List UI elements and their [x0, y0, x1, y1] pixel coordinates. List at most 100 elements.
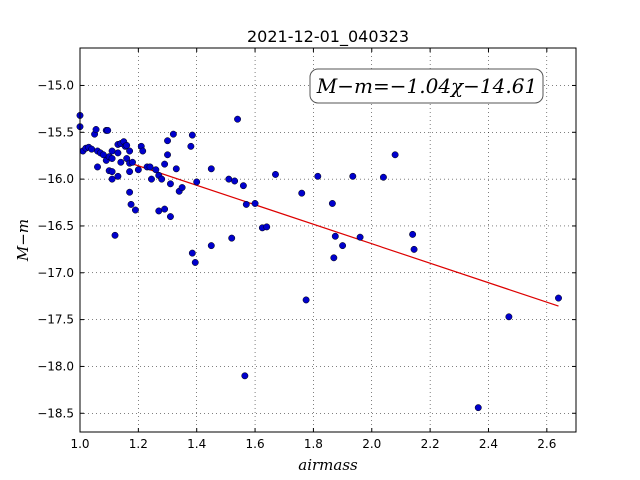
data-point [314, 172, 322, 180]
y-tick-label: −15.5 [37, 125, 74, 139]
data-point [231, 177, 239, 185]
plot-frame [79, 47, 577, 433]
data-point [108, 175, 116, 183]
x-tick-label: 1.0 [70, 437, 89, 451]
data-point [188, 249, 196, 257]
data-point [239, 182, 247, 190]
data-point [234, 115, 242, 123]
data-point [272, 170, 279, 178]
data-point [242, 200, 250, 208]
data-point [158, 175, 166, 183]
data-point [114, 172, 122, 180]
data-point [330, 254, 338, 262]
fit-line-layer [132, 163, 559, 307]
data-point [505, 313, 513, 321]
y-tick-label: −16.0 [37, 172, 74, 186]
data-point [164, 137, 171, 145]
data-point [164, 151, 171, 159]
y-tick-label: −16.5 [37, 219, 74, 233]
y-tick-labels: −15.0 −15.5 −16.0 −16.5 −17.0 −17.5 −18.0 −18.5 [37, 78, 74, 420]
x-axis-label: airmass [298, 456, 358, 474]
data-point [187, 142, 195, 150]
data-point [298, 189, 306, 197]
x-tick-labels: 1.0 1.2 1.4 1.6 1.8 2.0 2.2 2.4 2.6 [70, 437, 556, 451]
data-point [146, 163, 154, 171]
grid [79, 48, 576, 432]
data-point [356, 233, 364, 241]
y-tick-label: −18.0 [37, 359, 74, 373]
data-point [188, 131, 196, 139]
data-point [555, 294, 562, 302]
data-point [155, 207, 163, 215]
x-tick-label: 2.4 [479, 437, 498, 451]
y-axis-label: M−m [14, 219, 32, 262]
data-point [193, 178, 201, 186]
data-point [108, 155, 116, 162]
data-point [88, 145, 96, 153]
data-point [228, 234, 236, 242]
data-point [127, 200, 135, 208]
fit-annotation: M−m=−1.04χ−14.61 [309, 68, 544, 104]
data-points [76, 111, 562, 412]
y-tick-label: −15.0 [37, 78, 74, 92]
data-point [148, 175, 155, 183]
data-point [191, 259, 199, 266]
data-point [104, 126, 112, 134]
data-point [108, 147, 116, 155]
data-point [114, 149, 122, 157]
data-point [207, 242, 215, 250]
data-point [328, 200, 336, 207]
data-point [178, 184, 186, 192]
data-point [169, 130, 177, 138]
data-point [251, 200, 259, 207]
data-point [263, 223, 271, 231]
data-point [166, 213, 174, 221]
x-tick-label: 2.0 [362, 437, 381, 451]
data-point [111, 231, 119, 239]
data-point [410, 245, 418, 253]
data-point [241, 372, 249, 380]
data-point [391, 151, 399, 159]
data-point [123, 141, 131, 149]
data-point [225, 175, 233, 183]
data-point [339, 242, 347, 250]
data-point [379, 173, 387, 181]
x-tick-label: 1.2 [129, 437, 148, 451]
data-point [126, 147, 134, 155]
data-point [161, 205, 169, 213]
data-point [94, 163, 101, 171]
data-point [207, 165, 215, 173]
data-point [166, 180, 174, 188]
y-tick-label: −18.5 [37, 406, 74, 420]
data-point [161, 160, 169, 168]
data-point [474, 404, 482, 412]
axis-ticks [79, 48, 576, 432]
data-point [409, 230, 417, 238]
data-point [302, 296, 310, 304]
data-point [131, 206, 139, 214]
data-point [152, 166, 160, 174]
data-point [129, 158, 136, 166]
data-point [134, 166, 142, 174]
annotation-box [309, 68, 544, 104]
x-tick-label: 2.6 [537, 437, 556, 451]
y-tick-label: −17.5 [37, 313, 74, 327]
data-point [139, 147, 147, 155]
data-point [331, 232, 339, 240]
fit-line [132, 163, 559, 307]
x-tick-label: 1.6 [246, 437, 265, 451]
x-tick-label: 1.4 [187, 437, 206, 451]
plot-area [80, 48, 576, 432]
data-point [126, 168, 134, 176]
x-tick-label: 1.8 [304, 437, 323, 451]
data-point [108, 168, 116, 176]
data-point [92, 126, 100, 133]
y-tick-label: −17.0 [37, 266, 74, 280]
data-point [349, 172, 357, 180]
fit-equation: M−m=−1.04χ−14.61 [316, 74, 537, 98]
x-tick-label: 2.2 [421, 437, 440, 451]
data-point [172, 165, 180, 173]
data-point [126, 188, 134, 196]
